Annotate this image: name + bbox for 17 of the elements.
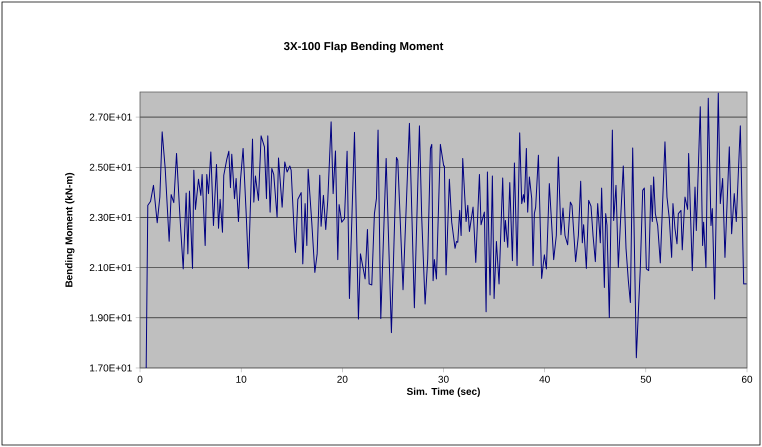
- y-tick-label: 1.70E+01: [90, 364, 132, 372]
- y-tick-label: 2.50E+01: [90, 164, 132, 171]
- x-axis-title: Sim. Time (sec): [406, 388, 480, 397]
- y-tick-label: 2.30E+01: [90, 214, 132, 221]
- line-series: [146, 92, 747, 368]
- x-tick-label: 30: [438, 376, 449, 383]
- y-tick-label: 1.90E+01: [90, 314, 132, 322]
- x-tick-label: 50: [640, 376, 651, 383]
- y-tick-label: 2.70E+01: [90, 114, 132, 121]
- x-tick-label: 40: [539, 376, 550, 383]
- x-tick-label: 10: [236, 376, 246, 383]
- chart-title: 3X-100 Flap Bending Moment: [284, 42, 444, 52]
- x-tick-label: 20: [337, 376, 348, 383]
- y-axis-title: Bending Moment (kN-m): [65, 172, 74, 287]
- y-tick-label: 2.10E+01: [90, 264, 132, 272]
- x-tick-label: 0: [138, 376, 142, 383]
- x-tick-label: 60: [742, 376, 752, 383]
